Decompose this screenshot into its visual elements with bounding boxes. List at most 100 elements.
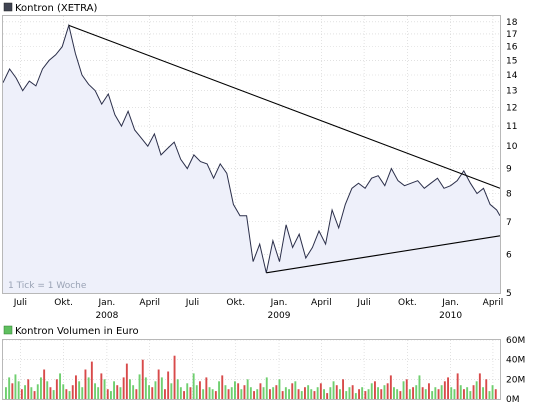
volume-bar xyxy=(323,389,325,399)
volume-y-tick-label: 40M xyxy=(506,356,525,366)
price-y-tick-label: 7 xyxy=(506,218,512,228)
volume-bar xyxy=(399,391,402,399)
volume-bar xyxy=(103,379,106,399)
price-panel: Kontron (XETRA) 56789101112131415161718 … xyxy=(2,2,518,321)
volume-bar xyxy=(443,381,446,399)
x-tick-label: April xyxy=(139,298,160,308)
volume-bar xyxy=(106,389,109,399)
volume-bar xyxy=(275,385,278,399)
volume-bar xyxy=(110,391,112,399)
price-y-axis: 5 6 7 8 9 10 11 12 13 14 15 16 17 18 xyxy=(506,18,518,299)
volume-bar xyxy=(43,369,46,399)
volume-bar xyxy=(78,381,81,399)
volume-bar xyxy=(358,389,360,399)
volume-bar xyxy=(377,387,379,399)
volume-bar xyxy=(211,389,214,399)
volume-bar xyxy=(475,381,478,399)
volume-bar xyxy=(288,389,290,399)
volume-bar xyxy=(415,385,418,399)
volume-bar xyxy=(491,385,494,399)
volume-bar xyxy=(208,387,211,399)
volume-bar xyxy=(27,379,30,399)
volume-bar xyxy=(94,383,96,399)
price-y-tick-label: 5 xyxy=(506,289,512,299)
volume-bar xyxy=(237,383,240,399)
volume-bar xyxy=(278,379,281,399)
volume-y-tick-label: 60M xyxy=(506,336,525,346)
volume-bar xyxy=(224,385,227,399)
price-x-axis: Juli Okt. Jan. 2008 April Juli Okt. Jan. 2009 Apr… xyxy=(13,298,504,321)
price-y-tick-label: 14 xyxy=(506,71,518,81)
volume-bar xyxy=(364,391,367,399)
x-tick-year: 2010 xyxy=(439,311,462,321)
price-y-tick-label: 12 xyxy=(506,104,517,114)
volume-bar xyxy=(186,383,189,399)
volume-bar xyxy=(195,385,198,399)
volume-bar xyxy=(176,379,179,399)
price-y-tick-label: 15 xyxy=(506,56,517,66)
volume-bar xyxy=(478,373,481,399)
volume-bar xyxy=(494,389,497,399)
volume-bar xyxy=(485,379,488,399)
volume-bar xyxy=(240,389,243,399)
volume-bar xyxy=(319,383,322,399)
volume-bar xyxy=(310,389,313,399)
volume-bar xyxy=(59,373,61,399)
volume-bar xyxy=(52,390,55,399)
volume-bar xyxy=(46,381,49,399)
volume-bar xyxy=(148,385,150,399)
tick-note: 1 Tick = 1 Woche xyxy=(8,281,87,291)
x-tick-label: April xyxy=(483,298,504,308)
volume-bar xyxy=(418,375,421,399)
volume-legend-label: Kontron Volumen in Euro xyxy=(15,326,139,337)
volume-bar xyxy=(5,387,7,399)
volume-bar xyxy=(437,389,440,399)
volume-bar xyxy=(160,377,163,399)
volume-bar xyxy=(367,389,370,399)
volume-bar xyxy=(291,383,294,399)
volume-bar xyxy=(119,387,122,399)
price-area xyxy=(3,25,500,294)
volume-bar xyxy=(199,381,201,399)
price-y-tick-label: 8 xyxy=(506,189,512,199)
volume-bar xyxy=(335,385,338,399)
volume-bar xyxy=(304,387,306,399)
volume-bar xyxy=(75,375,77,399)
volume-bar xyxy=(450,387,453,399)
volume-bar xyxy=(218,381,220,399)
volume-bar xyxy=(370,383,373,399)
volume-bar xyxy=(396,389,399,399)
volume-panel: Kontron Volumen in Euro 0M 20M 40M 60M xyxy=(2,325,525,405)
price-y-tick-label: 16 xyxy=(506,43,518,53)
volume-bar xyxy=(135,389,138,399)
price-y-tick-label: 9 xyxy=(506,165,512,175)
volume-bar xyxy=(173,355,176,399)
volume-bar xyxy=(424,389,427,399)
x-tick-label: Juli xyxy=(13,298,27,308)
volume-bar xyxy=(383,385,386,399)
volume-bar xyxy=(68,391,71,399)
x-tick-label: Juli xyxy=(356,298,370,308)
x-tick-label: Jan. xyxy=(441,298,459,308)
volume-bar xyxy=(297,389,300,399)
volume-bar xyxy=(393,387,395,399)
volume-bar xyxy=(138,374,141,399)
volume-bar xyxy=(55,379,58,399)
x-tick-label: Okt. xyxy=(54,298,73,308)
volume-bar xyxy=(284,387,287,399)
price-y-tick-label: 10 xyxy=(506,142,518,152)
volume-bar xyxy=(154,381,157,399)
price-frame xyxy=(2,15,501,294)
volume-bar xyxy=(294,381,297,399)
volume-y-axis: 0M 20M 40M 60M xyxy=(506,336,525,405)
volume-bar xyxy=(300,391,303,399)
volume-bar xyxy=(122,377,125,399)
volume-bar xyxy=(440,385,443,399)
volume-bar xyxy=(14,374,17,399)
price-y-tick-label: 18 xyxy=(506,18,518,28)
volume-bar xyxy=(227,389,230,399)
volume-bar xyxy=(459,385,462,399)
volume-bar xyxy=(249,387,252,399)
volume-bar xyxy=(87,377,90,399)
price-y-tick-label: 11 xyxy=(506,122,517,132)
